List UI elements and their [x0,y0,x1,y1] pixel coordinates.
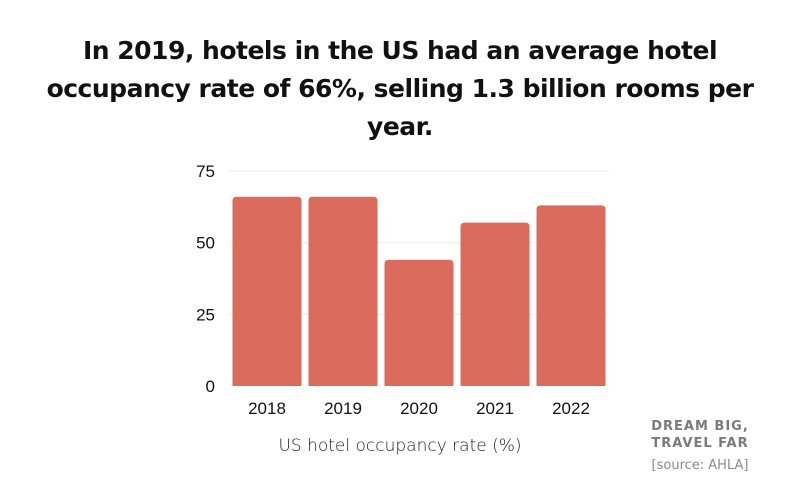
bar-2022 [536,205,606,386]
bar-2020 [384,259,454,386]
brand-line-1: DREAM BIG, [651,419,749,434]
y-axis-ticks: 0 25 50 75 [196,162,215,396]
bars [232,196,606,386]
bar-2021 [460,222,530,386]
y-tick-label: 75 [196,162,215,181]
y-tick-label: 50 [196,234,215,253]
y-tick-label: 25 [196,305,215,324]
x-tick-label: 2019 [324,399,362,418]
brand-logo-text: DREAM BIG, TRAVEL FAR [620,418,780,452]
chart-headline: In 2019, hotels in the US had an average… [46,36,754,141]
x-tick-label: 2020 [400,399,438,418]
x-axis-title: US hotel occupancy rate (%) [278,436,522,456]
y-tick-label: 0 [206,377,215,396]
x-tick-label: 2018 [248,399,286,418]
bar-2019 [308,196,378,386]
brand-line-2: TRAVEL FAR [651,436,749,451]
bar-2018 [232,196,302,386]
x-tick-label: 2021 [476,399,514,418]
x-tick-label: 2022 [552,399,590,418]
source-note: [source: AHLA] [651,458,749,473]
x-axis-ticks: 2018 2019 2020 2021 2022 [248,399,590,418]
